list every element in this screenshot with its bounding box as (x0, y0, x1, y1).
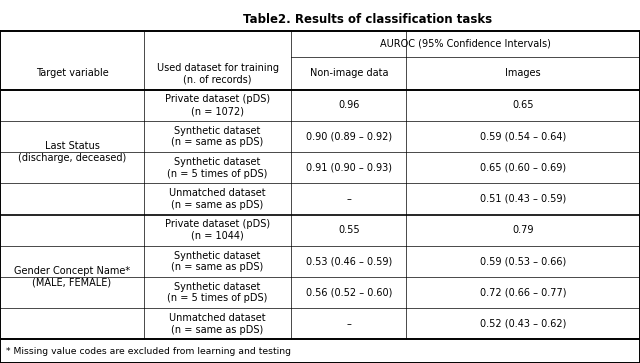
Text: Private dataset (pDS)
(n = 1044): Private dataset (pDS) (n = 1044) (165, 219, 270, 241)
Text: Synthetic dataset
(n = same as pDS): Synthetic dataset (n = same as pDS) (172, 126, 264, 147)
Text: 0.65: 0.65 (513, 100, 534, 110)
Text: 0.91 (0.90 – 0.93): 0.91 (0.90 – 0.93) (306, 163, 392, 173)
Text: AUROC (95% Confidence Intervals): AUROC (95% Confidence Intervals) (380, 39, 551, 49)
Text: Private dataset (pDS)
(n = 1072): Private dataset (pDS) (n = 1072) (165, 94, 270, 116)
Text: 0.65 (0.60 – 0.69): 0.65 (0.60 – 0.69) (480, 163, 566, 173)
Text: Target variable: Target variable (36, 68, 108, 78)
Text: Unmatched dataset
(n = same as pDS): Unmatched dataset (n = same as pDS) (170, 188, 266, 210)
Text: Unmatched dataset
(n = same as pDS): Unmatched dataset (n = same as pDS) (170, 313, 266, 335)
Text: Table2. Results of classification tasks: Table2. Results of classification tasks (243, 13, 492, 26)
Text: 0.59 (0.54 – 0.64): 0.59 (0.54 – 0.64) (480, 131, 566, 142)
Text: Synthetic dataset
(n = same as pDS): Synthetic dataset (n = same as pDS) (172, 250, 264, 272)
Text: Synthetic dataset
(n = 5 times of pDS): Synthetic dataset (n = 5 times of pDS) (168, 157, 268, 179)
Text: 0.56 (0.52 – 0.60): 0.56 (0.52 – 0.60) (306, 287, 392, 298)
Text: Used dataset for training
(n. of records): Used dataset for training (n. of records… (157, 62, 278, 84)
Text: Non-image data: Non-image data (310, 68, 388, 78)
Text: 0.51 (0.43 – 0.59): 0.51 (0.43 – 0.59) (480, 194, 566, 204)
Text: 0.52 (0.43 – 0.62): 0.52 (0.43 – 0.62) (480, 319, 566, 329)
Text: Synthetic dataset
(n = 5 times of pDS): Synthetic dataset (n = 5 times of pDS) (168, 282, 268, 303)
Text: 0.79: 0.79 (513, 225, 534, 235)
Text: –: – (346, 194, 351, 204)
Text: Last Status
(discharge, deceased): Last Status (discharge, deceased) (18, 141, 126, 163)
Text: 0.53 (0.46 – 0.59): 0.53 (0.46 – 0.59) (306, 256, 392, 266)
Text: * Missing value codes are excluded from learning and testing: * Missing value codes are excluded from … (6, 347, 291, 356)
Text: 0.72 (0.66 – 0.77): 0.72 (0.66 – 0.77) (480, 287, 566, 298)
Text: 0.55: 0.55 (338, 225, 360, 235)
Text: 0.90 (0.89 – 0.92): 0.90 (0.89 – 0.92) (306, 131, 392, 142)
Text: 0.96: 0.96 (338, 100, 360, 110)
Text: –: – (346, 319, 351, 329)
Text: Images: Images (506, 68, 541, 78)
Text: Gender Concept Name*
(MALE, FEMALE): Gender Concept Name* (MALE, FEMALE) (14, 266, 130, 288)
Text: 0.59 (0.53 – 0.66): 0.59 (0.53 – 0.66) (480, 256, 566, 266)
